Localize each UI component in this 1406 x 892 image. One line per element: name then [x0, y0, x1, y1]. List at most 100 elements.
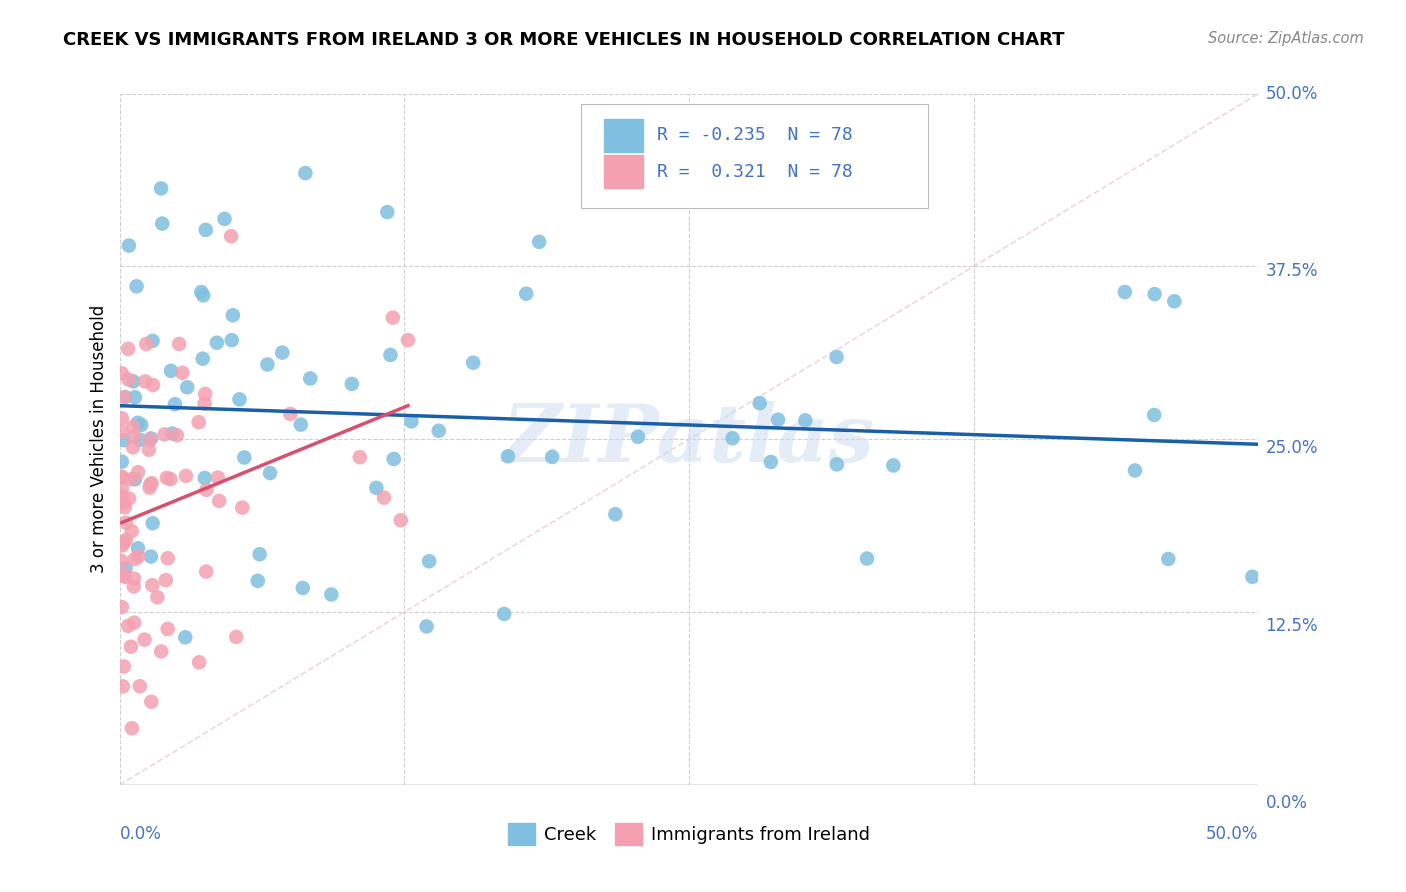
Point	[759, 455, 782, 469]
Point	[112, 433, 135, 447]
Point	[155, 573, 177, 587]
Point	[188, 656, 211, 670]
Point	[231, 500, 253, 515]
Point	[1143, 287, 1166, 301]
Point	[120, 640, 142, 654]
Point	[127, 465, 149, 479]
Text: Source: ZipAtlas.com: Source: ZipAtlas.com	[1208, 31, 1364, 46]
Point	[174, 469, 197, 483]
Point	[527, 235, 550, 249]
Bar	[603, 119, 644, 152]
Point	[290, 417, 312, 432]
Point	[246, 574, 269, 588]
Point	[1241, 570, 1264, 584]
Point	[427, 424, 450, 438]
Point	[111, 481, 134, 495]
Point	[294, 166, 316, 180]
Point	[401, 414, 423, 428]
Point	[721, 431, 744, 445]
Point	[111, 411, 134, 425]
Point	[225, 630, 247, 644]
Point	[205, 335, 228, 350]
Point	[139, 433, 162, 447]
Point	[122, 375, 145, 389]
Point	[162, 426, 184, 441]
Point	[219, 229, 242, 244]
Text: 50.0%: 50.0%	[1206, 825, 1258, 843]
Point	[112, 535, 135, 549]
Point	[259, 466, 281, 480]
Point	[415, 619, 437, 633]
Point	[121, 524, 143, 538]
Point	[156, 471, 179, 485]
Point	[111, 455, 134, 469]
Point	[111, 425, 134, 439]
Point	[115, 516, 138, 530]
Point	[208, 494, 231, 508]
Point	[381, 310, 404, 325]
Point	[160, 364, 183, 378]
Point	[1123, 463, 1146, 477]
Point	[150, 644, 173, 658]
Point	[825, 350, 848, 364]
Point	[124, 472, 146, 486]
Point	[375, 205, 398, 219]
Point	[118, 491, 141, 506]
Point	[150, 217, 173, 231]
Text: R = -0.235  N = 78: R = -0.235 N = 78	[657, 126, 853, 145]
Point	[111, 490, 134, 504]
Point	[121, 721, 143, 735]
Point	[114, 570, 136, 584]
Point	[194, 223, 217, 237]
Point	[373, 491, 395, 505]
Point	[494, 607, 516, 621]
Point	[1114, 285, 1136, 299]
Point	[124, 552, 146, 566]
Point	[150, 181, 173, 195]
Text: 25.0%: 25.0%	[1265, 439, 1317, 458]
Point	[111, 600, 134, 615]
Point	[541, 450, 564, 464]
Point	[748, 396, 770, 410]
Text: R =  0.321  N = 78: R = 0.321 N = 78	[657, 162, 853, 181]
Point	[380, 348, 402, 362]
Point	[111, 554, 134, 568]
Point	[134, 375, 156, 389]
Point	[117, 342, 139, 356]
Point	[176, 380, 198, 394]
Point	[134, 632, 156, 647]
Text: ZIPatlas: ZIPatlas	[503, 401, 875, 478]
Text: 12.5%: 12.5%	[1265, 616, 1317, 634]
Point	[627, 430, 650, 444]
Point	[233, 450, 256, 465]
Text: CREEK VS IMMIGRANTS FROM IRELAND 3 OR MORE VEHICLES IN HOUSEHOLD CORRELATION CHA: CREEK VS IMMIGRANTS FROM IRELAND 3 OR MO…	[63, 31, 1064, 49]
Point	[794, 413, 817, 427]
Point	[111, 538, 134, 552]
Text: 0.0%: 0.0%	[1265, 794, 1308, 812]
Point	[138, 481, 160, 495]
Bar	[603, 155, 644, 188]
Point	[141, 476, 163, 491]
Point	[122, 430, 145, 444]
Y-axis label: 3 or more Vehicles in Household: 3 or more Vehicles in Household	[90, 305, 108, 574]
Point	[146, 591, 169, 605]
Point	[825, 458, 848, 472]
Point	[389, 513, 412, 527]
Point	[139, 477, 162, 491]
Point	[271, 345, 294, 359]
Point	[396, 333, 419, 347]
Point	[496, 449, 519, 463]
Point	[174, 630, 197, 644]
Point	[153, 427, 176, 442]
Point	[291, 581, 314, 595]
Point	[127, 549, 149, 564]
Point	[194, 396, 217, 410]
Point	[321, 587, 343, 601]
Point	[112, 390, 135, 404]
Point	[111, 470, 134, 484]
Point	[191, 351, 214, 366]
Point	[122, 572, 145, 586]
Point	[120, 472, 142, 486]
Point	[128, 433, 150, 447]
Point	[112, 496, 135, 510]
